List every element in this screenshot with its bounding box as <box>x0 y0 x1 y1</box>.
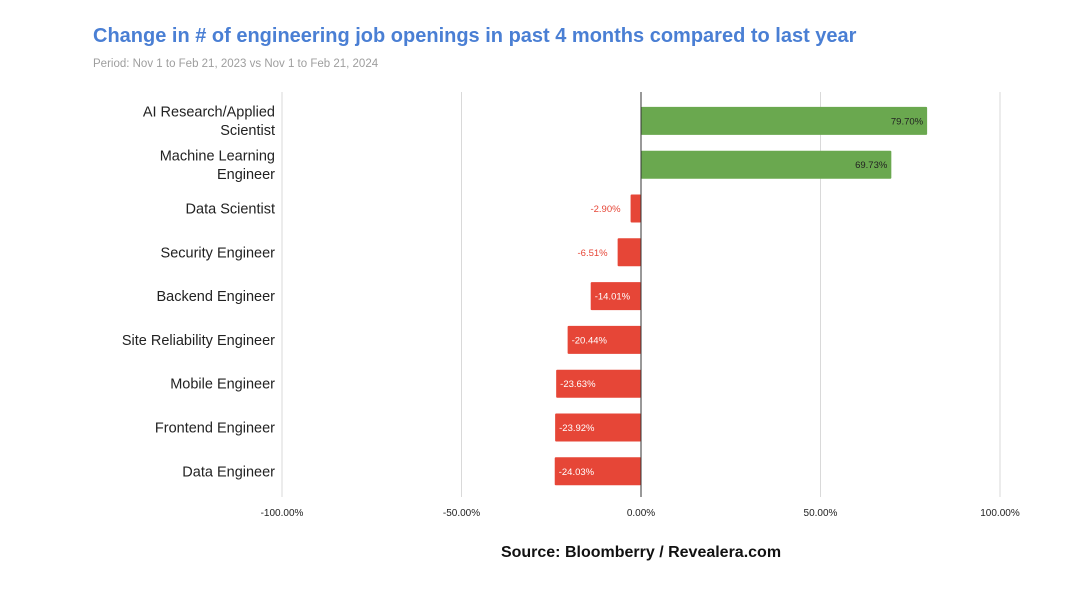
category-label: AI Research/Applied <box>143 105 275 121</box>
category-label: Security Engineer <box>161 245 276 261</box>
x-tick-label: 50.00% <box>804 508 838 519</box>
bar <box>555 413 641 442</box>
bar-value-label: -23.63% <box>560 379 596 390</box>
x-axis-ticks: -100.00% -50.00% 0.00% 50.00% 100.00% <box>261 508 1020 519</box>
bar <box>590 282 641 311</box>
x-tick-label: -50.00% <box>443 508 480 519</box>
category-label: Data Scientist <box>186 202 275 218</box>
x-tick-label: 100.00% <box>980 508 1020 519</box>
category-labels: AI Research/Applied Scientist Machine Lear… <box>122 105 275 481</box>
bar-value-label: -6.51% <box>578 248 609 259</box>
chart-title: Change in # of engineering job openings … <box>93 25 857 47</box>
category-label: Machine Learning <box>160 148 275 164</box>
category-label: Mobile Engineer <box>170 377 275 393</box>
category-label: Scientist <box>220 123 275 139</box>
bar-value-label: -2.90% <box>590 204 621 215</box>
chart-subtitle: Period: Nov 1 to Feb 21, 2023 vs Nov 1 t… <box>93 58 379 70</box>
bar-value-label: -20.44% <box>572 335 608 346</box>
category-label: Backend Engineer <box>157 289 276 305</box>
x-tick-label: -100.00% <box>261 508 304 519</box>
category-label: Engineer <box>217 167 275 183</box>
bar-value-label: -14.01% <box>595 292 631 303</box>
chart-source: Source: Bloomberry / Revealera.com <box>500 544 782 561</box>
bar <box>641 150 892 179</box>
bar <box>630 194 641 223</box>
bar <box>554 457 641 486</box>
bars: 79.70% 69.73% -2.90% -6.51% -14.01% -20.44% -2… <box>554 106 928 486</box>
bar-value-label: 69.73% <box>855 160 888 171</box>
bar <box>617 238 641 267</box>
category-label: Data Engineer <box>182 464 275 480</box>
bar-value-label: -24.03% <box>559 467 595 478</box>
x-tick-label: 0.00% <box>627 508 655 519</box>
bar <box>556 369 641 398</box>
category-label: Site Reliability Engineer <box>122 333 275 349</box>
bar-value-label: -23.92% <box>559 423 595 434</box>
category-label: Frontend Engineer <box>155 421 275 437</box>
bar <box>567 325 641 354</box>
bar <box>641 106 928 135</box>
bar-value-label: 79.70% <box>891 116 924 127</box>
